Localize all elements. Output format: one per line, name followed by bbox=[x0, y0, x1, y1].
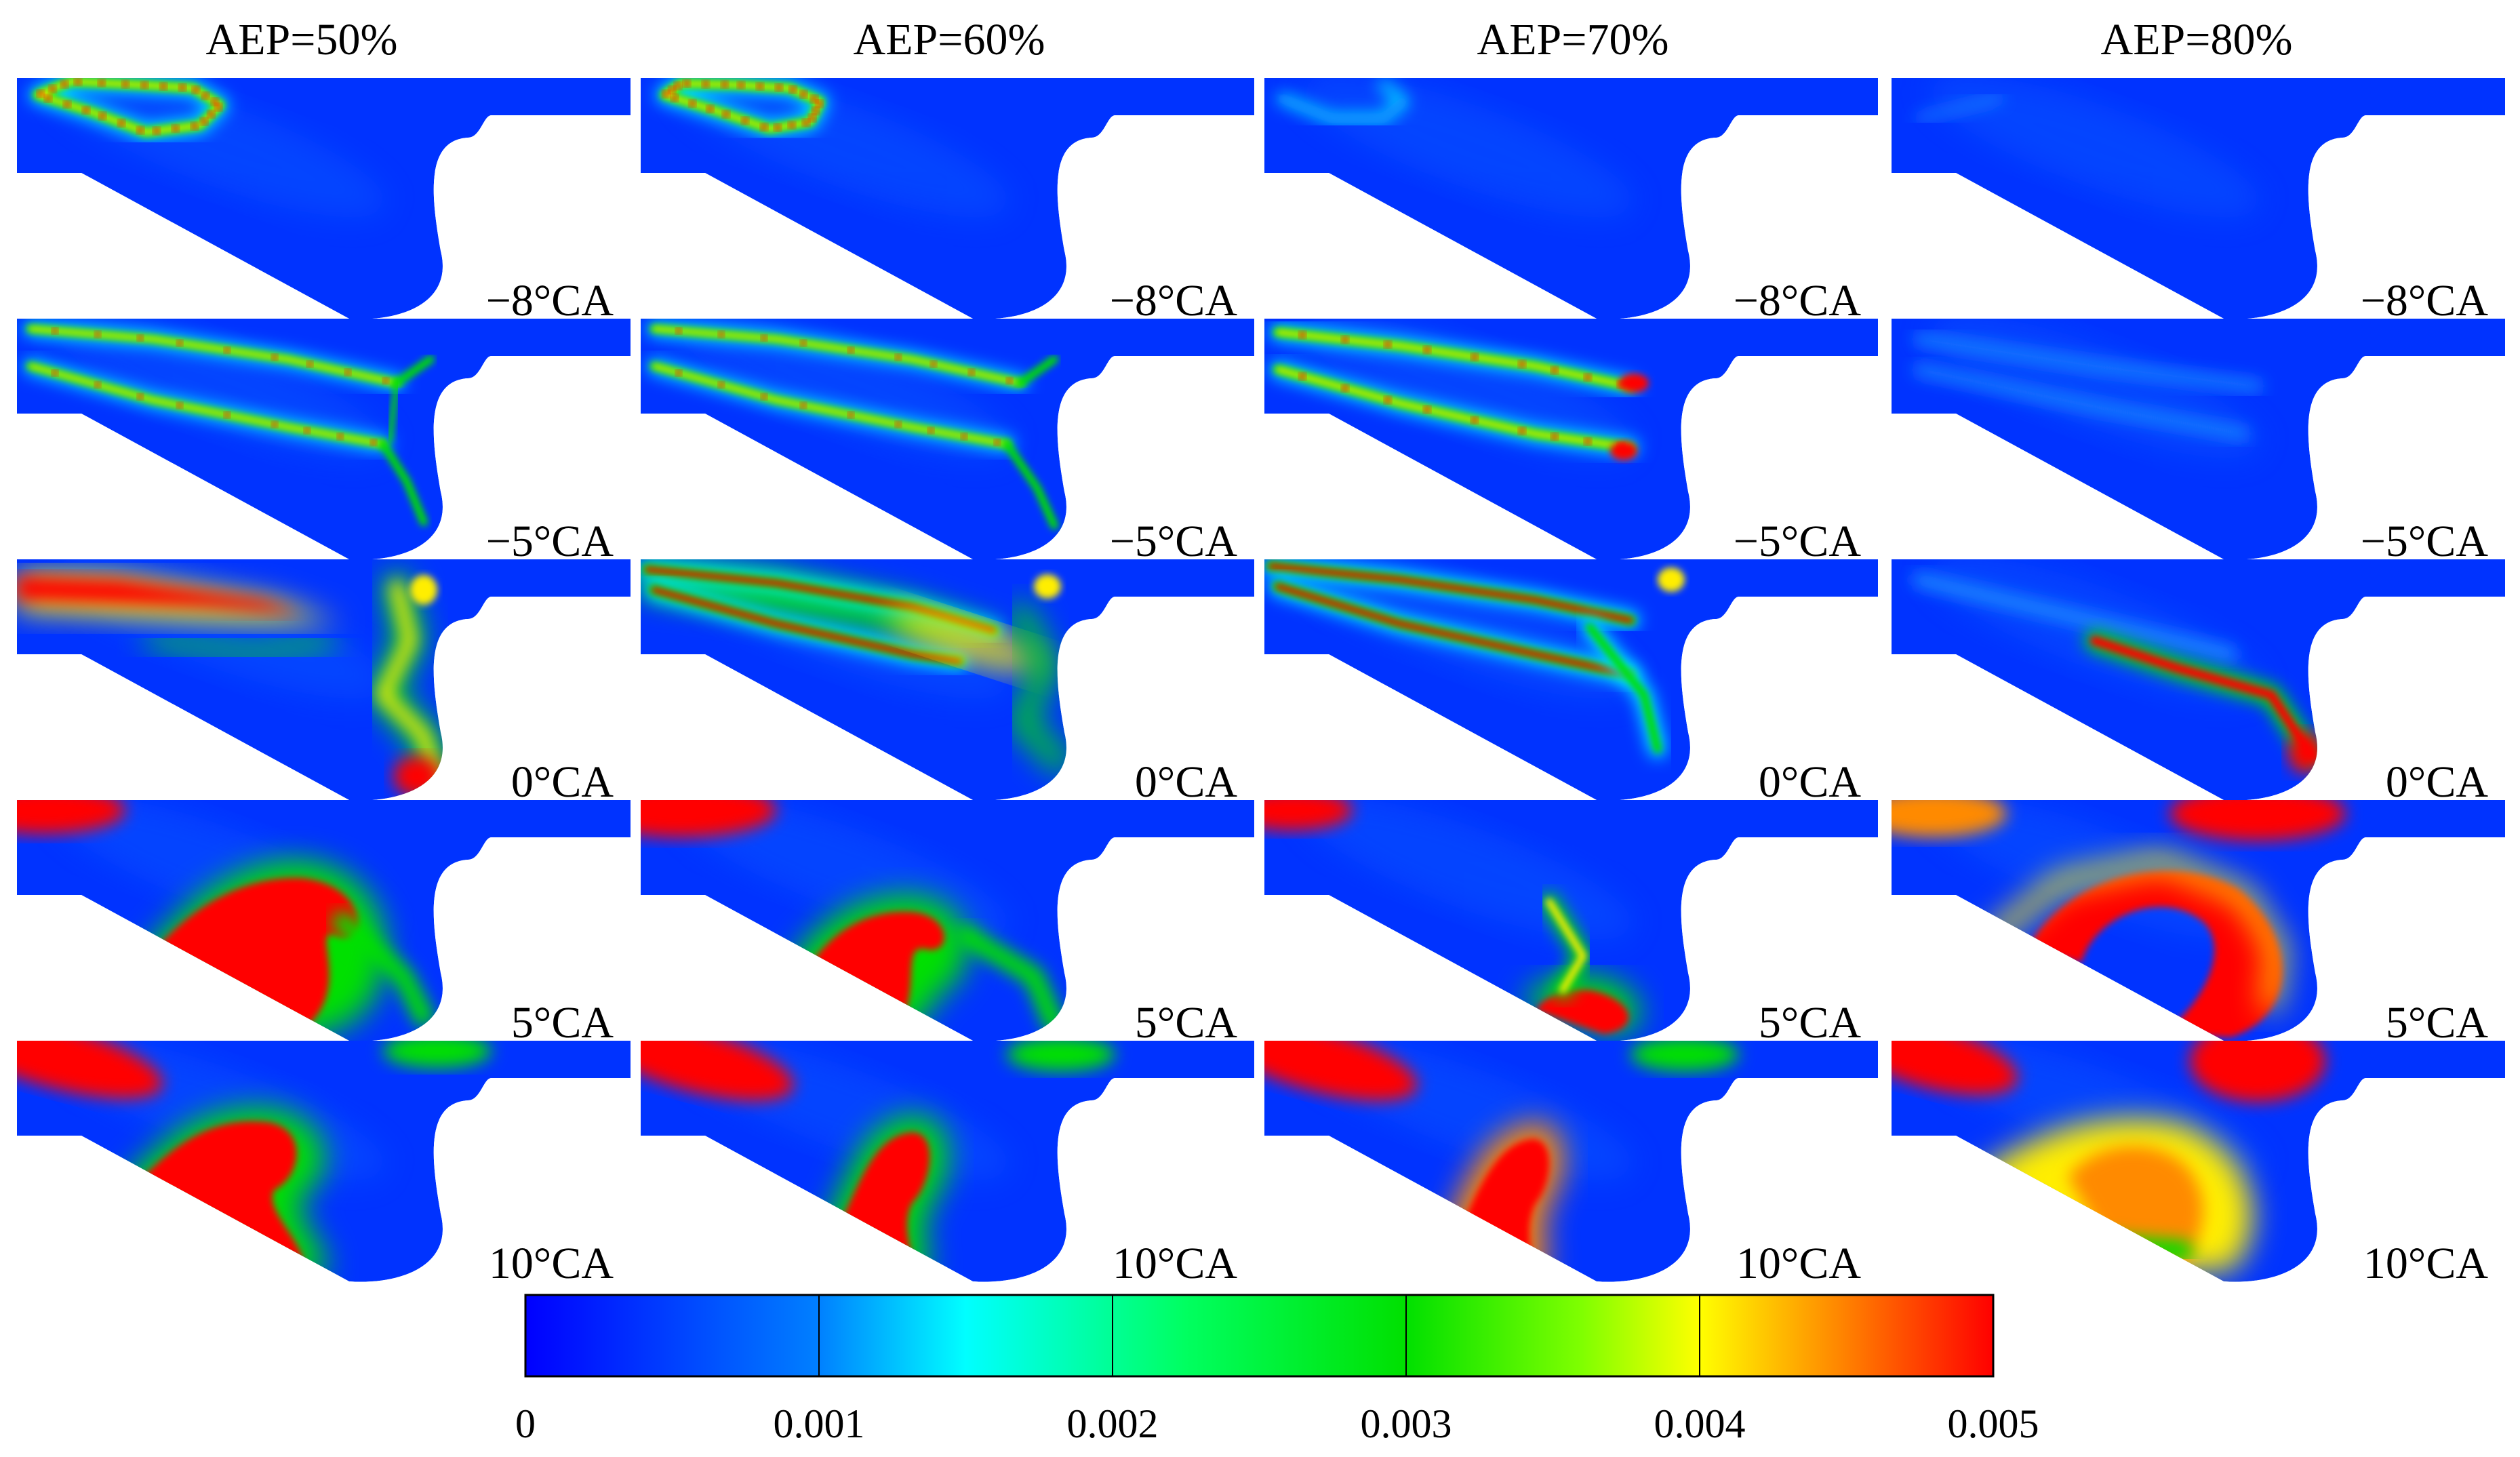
contour-panel: −5°CA bbox=[17, 319, 631, 566]
crank-angle-label: 10°CA bbox=[2363, 1239, 2488, 1288]
crank-angle-label: −5°CA bbox=[1110, 517, 1238, 566]
crank-angle-label: 5°CA bbox=[1759, 998, 1861, 1047]
crank-angle-label: −8°CA bbox=[1110, 276, 1238, 325]
contour-panel: 10°CA bbox=[1892, 1041, 2505, 1288]
contour-panel-grid: −8°CA −8°CA −8°CA −8°CA −5°CA −5°CA −5°CA −5°CA… bbox=[17, 78, 2505, 1288]
crank-angle-label: −5°CA bbox=[2361, 517, 2489, 566]
contour-panel: 5°CA bbox=[1264, 800, 1878, 1047]
crank-angle-label: −5°CA bbox=[1734, 517, 1862, 566]
crank-angle-label: 0°CA bbox=[2386, 757, 2488, 807]
contour-panel: 10°CA bbox=[17, 1041, 631, 1288]
contour-panel: 5°CA bbox=[17, 800, 631, 1047]
contour-panel: −8°CA bbox=[641, 78, 1254, 325]
contour-panel: 10°CA bbox=[641, 1041, 1254, 1288]
colorbar-tick-label: 0 bbox=[515, 1401, 536, 1446]
colorbar-tick-label: 0.001 bbox=[774, 1401, 865, 1446]
contour-panel: 5°CA bbox=[1892, 800, 2505, 1047]
contour-panel: 0°CA bbox=[17, 559, 631, 807]
crank-angle-label: 5°CA bbox=[1135, 998, 1237, 1047]
crank-angle-label: 10°CA bbox=[1736, 1239, 1861, 1288]
column-title-aep-50: AEP=50% bbox=[206, 15, 398, 64]
crank-angle-label: 0°CA bbox=[511, 757, 614, 807]
column-title-aep-70: AEP=70% bbox=[1477, 15, 1669, 64]
crank-angle-label: 5°CA bbox=[2386, 998, 2488, 1047]
colorbar: 0 0.001 0.002 0.003 0.004 0.005 bbox=[515, 1294, 2039, 1446]
contour-panel: −5°CA bbox=[641, 319, 1254, 566]
colorbar-tick-label: 0.005 bbox=[1948, 1401, 2039, 1446]
crank-angle-label: 0°CA bbox=[1759, 757, 1861, 807]
contour-panel: 5°CA bbox=[641, 800, 1254, 1047]
crank-angle-label: −8°CA bbox=[486, 276, 614, 325]
contour-panel: 0°CA bbox=[641, 559, 1254, 807]
crank-angle-label: −8°CA bbox=[1734, 276, 1862, 325]
crank-angle-label: −8°CA bbox=[2361, 276, 2489, 325]
crank-angle-label: 0°CA bbox=[1135, 757, 1237, 807]
contour-panel: 0°CA bbox=[1892, 559, 2505, 807]
colorbar-tick-label: 0.004 bbox=[1654, 1401, 1746, 1446]
contour-panel: −8°CA bbox=[1264, 78, 1878, 325]
column-title-aep-60: AEP=60% bbox=[854, 15, 1045, 64]
contour-panel: −8°CA bbox=[1892, 78, 2505, 325]
contour-panel: 10°CA bbox=[1264, 1041, 1878, 1288]
contour-panel: −5°CA bbox=[1892, 319, 2505, 566]
colorbar-gradient bbox=[524, 1294, 1995, 1378]
colorbar-tick-label: 0.003 bbox=[1361, 1401, 1452, 1446]
crank-angle-label: −5°CA bbox=[486, 517, 614, 566]
column-title-aep-80: AEP=80% bbox=[2101, 15, 2293, 64]
contour-panel: 0°CA bbox=[1264, 559, 1878, 807]
colorbar-tick-label: 0.002 bbox=[1067, 1401, 1159, 1446]
crank-angle-label: 10°CA bbox=[1113, 1239, 1237, 1288]
crank-angle-label: 5°CA bbox=[511, 998, 614, 1047]
contour-panel: −8°CA bbox=[17, 78, 631, 325]
crank-angle-label: 10°CA bbox=[489, 1239, 614, 1288]
contour-panel: −5°CA bbox=[1264, 319, 1878, 566]
